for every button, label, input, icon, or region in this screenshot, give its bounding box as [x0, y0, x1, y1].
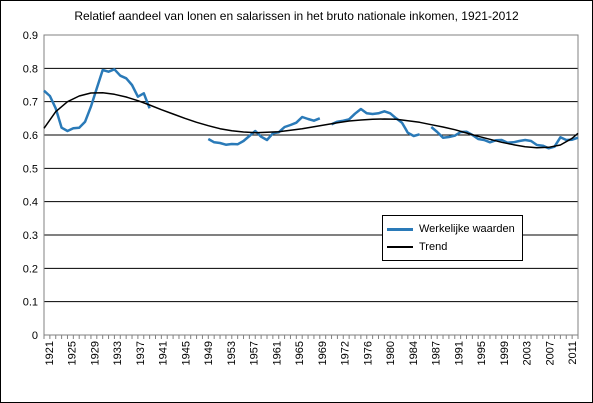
grid-lines: [44, 67, 578, 303]
x-tick-label: 1937: [135, 341, 147, 365]
x-tick-label: 1995: [476, 341, 488, 365]
legend-label-trend: Trend: [419, 241, 448, 253]
x-tick-labels: 1921 1925 1929 1933 1937 1941 1945 1949 1953 1957…: [44, 341, 579, 365]
y-tick-label: 0.4: [23, 197, 38, 209]
x-tick-label: 1957: [249, 341, 261, 365]
x-tick-label: 1969: [317, 341, 329, 365]
y-tick-label: 0.2: [23, 263, 38, 275]
x-tick-label: 1933: [112, 341, 124, 365]
y-tick-label: 0.5: [23, 163, 38, 175]
x-tick-label: 1921: [44, 341, 56, 365]
chart-title: Relatief aandeel van lonen en salarissen…: [74, 9, 519, 23]
y-tick-label: 0.6: [23, 130, 38, 142]
x-tick-label: 1999: [499, 341, 511, 365]
series-line-werkelijke-waarden: [43, 68, 151, 133]
x-tick-label: 1953: [226, 341, 238, 365]
y-tick-label: 0.3: [23, 230, 38, 242]
legend-label-werkelijke-waarden: Werkelijke waarden: [419, 223, 515, 235]
y-tick-label: 0: [32, 330, 38, 342]
plot-area-border: [43, 34, 579, 336]
y-tick-label: 0.7: [23, 97, 38, 109]
x-tick-label: 1945: [180, 341, 192, 365]
x-tick-label: 1929: [89, 341, 101, 365]
x-tick-label: 1976: [362, 341, 374, 365]
x-tick-label: 2011: [567, 341, 579, 365]
x-tick-label: 1984: [408, 341, 420, 365]
series-line-trend: [43, 91, 579, 149]
x-tick-label: 1980: [385, 341, 397, 365]
x-tick-label: 1987: [431, 341, 443, 365]
x-tick-label: 2007: [544, 341, 556, 365]
x-tick-label: 1949: [203, 341, 215, 365]
x-tick-label: 1941: [158, 341, 170, 365]
series-lines: [43, 68, 579, 150]
y-tick-labels: 0 0.1 0.2 0.3 0.4 0.5 0.6 0.7 0.8 0.9: [23, 30, 38, 342]
legend-swatch-werkelijke-waarden: [387, 228, 413, 231]
series-line-werkelijke-waarden: [330, 107, 420, 138]
x-tick-label: 1965: [294, 341, 306, 365]
chart-legend: Werkelijke waarden Trend: [382, 215, 523, 261]
axis-lines: [43, 335, 579, 339]
x-tick-label: 2003: [522, 341, 534, 365]
x-tick-label: 1925: [67, 341, 79, 365]
y-tick-label: 0.9: [23, 30, 38, 42]
legend-swatch-trend: [387, 246, 413, 248]
x-tick-label: 1972: [340, 341, 352, 365]
y-tick-label: 0.1: [23, 297, 38, 309]
x-tick-label: 1991: [453, 341, 465, 365]
y-tick-label: 0.8: [23, 63, 38, 75]
series-line-werkelijke-waarden: [207, 115, 321, 146]
x-tick-label: 1961: [271, 341, 283, 365]
